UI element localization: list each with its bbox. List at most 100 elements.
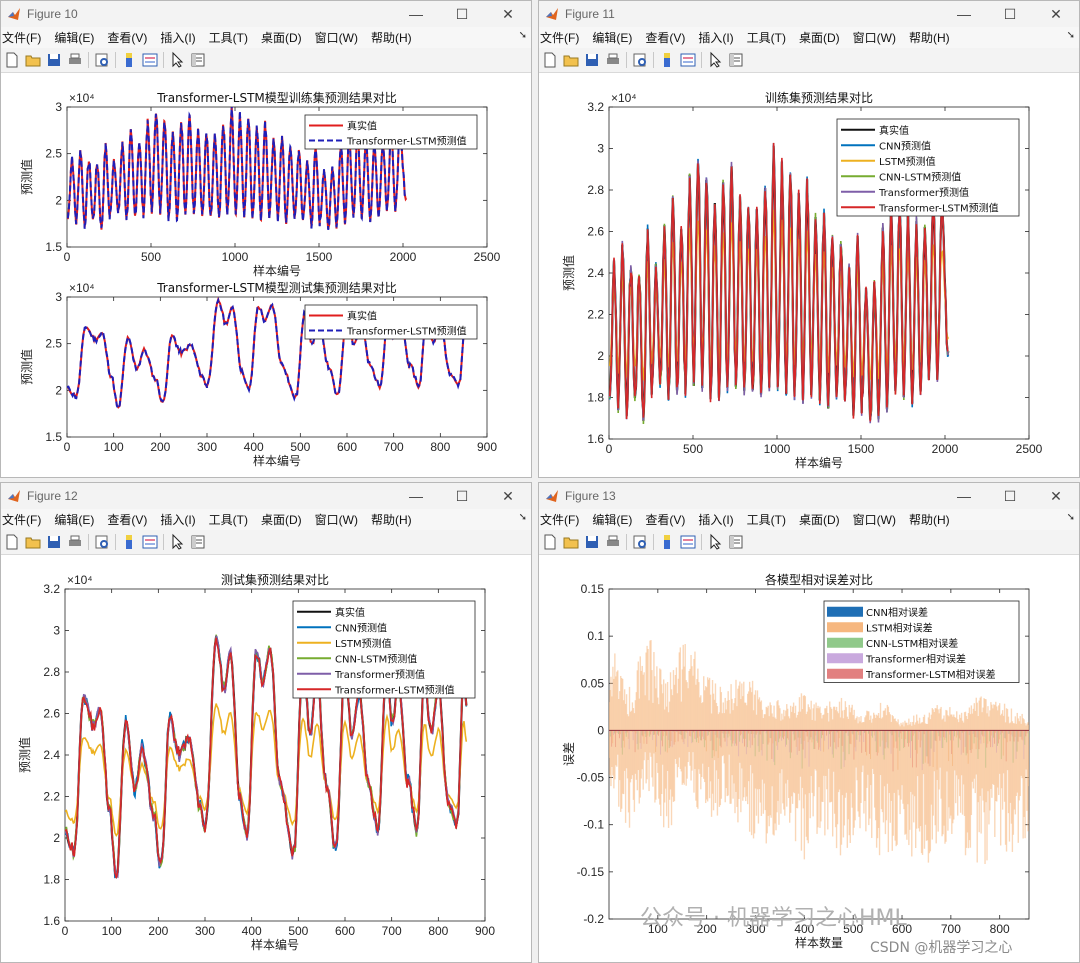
menu-edit[interactable]: 编辑(E) — [54, 31, 95, 45]
close-button[interactable]: ✕ — [502, 5, 514, 22]
save-icon[interactable] — [583, 533, 601, 551]
menu-insert[interactable]: 插入(I) — [698, 513, 734, 527]
maximize-button[interactable]: ☐ — [455, 487, 469, 504]
menu-desktop[interactable]: 桌面(D) — [260, 31, 302, 45]
print-icon[interactable] — [604, 51, 622, 69]
figure-window[interactable]: Figure 13 — ☐ ✕ 文件(F) 编辑(E) 查看(V) 插入(I) … — [538, 482, 1080, 963]
menu-view[interactable]: 查看(V) — [107, 513, 148, 527]
menu-edit[interactable]: 编辑(E) — [54, 513, 95, 527]
dock-arrow-icon[interactable]: ➘ — [518, 30, 527, 41]
colorbar-icon[interactable] — [120, 533, 138, 551]
print-icon[interactable] — [604, 533, 622, 551]
figure-plot-area: 0 500 1000 1500 2000 2500 1.6 1.8 2 2.2 2.4 2.6 2.8 3… — [539, 73, 1079, 477]
open-folder-icon[interactable] — [562, 533, 580, 551]
print-icon[interactable] — [66, 51, 84, 69]
legend-entry: CNN-LSTM相对误差 — [866, 637, 958, 650]
pointer-icon[interactable] — [706, 51, 724, 69]
property-inspector-icon[interactable] — [189, 51, 207, 69]
menu-help[interactable]: 帮助(H) — [908, 31, 950, 45]
open-folder-icon[interactable] — [24, 533, 42, 551]
print-icon[interactable] — [66, 533, 84, 551]
menu-window[interactable]: 窗口(W) — [314, 31, 358, 45]
menu-insert[interactable]: 插入(I) — [160, 513, 196, 527]
colorbar-icon[interactable] — [120, 51, 138, 69]
dock-arrow-icon[interactable]: ➘ — [518, 512, 527, 523]
menu-desktop[interactable]: 桌面(D) — [798, 31, 840, 45]
window-titlebar[interactable]: Figure 12 — ☐ ✕ — [1, 483, 531, 509]
print-preview-icon[interactable] — [93, 533, 111, 551]
legend-icon[interactable] — [141, 51, 159, 69]
menu-tools[interactable]: 工具(T) — [746, 513, 786, 527]
menu-view[interactable]: 查看(V) — [107, 31, 148, 45]
menu-tools[interactable]: 工具(T) — [746, 31, 786, 45]
pointer-icon[interactable] — [706, 533, 724, 551]
property-inspector-icon[interactable] — [727, 51, 745, 69]
window-titlebar[interactable]: Figure 13 — ☐ ✕ — [539, 483, 1079, 509]
legend-entry: Transformer-LSTM相对误差 — [865, 668, 996, 681]
chart-title: Transformer-LSTM模型训练集预测结果对比 — [156, 90, 397, 105]
menu-edit[interactable]: 编辑(E) — [592, 513, 633, 527]
menu-tools[interactable]: 工具(T) — [208, 31, 248, 45]
menu-edit[interactable]: 编辑(E) — [592, 31, 633, 45]
colorbar-icon[interactable] — [658, 51, 676, 69]
print-preview-icon[interactable] — [93, 51, 111, 69]
menu-insert[interactable]: 插入(I) — [160, 31, 196, 45]
print-preview-icon[interactable] — [631, 533, 649, 551]
save-icon[interactable] — [45, 51, 63, 69]
menu-tools[interactable]: 工具(T) — [208, 513, 248, 527]
menu-window[interactable]: 窗口(W) — [852, 31, 896, 45]
menu-insert[interactable]: 插入(I) — [698, 31, 734, 45]
menu-view[interactable]: 查看(V) — [645, 513, 686, 527]
menu-window[interactable]: 窗口(W) — [852, 513, 896, 527]
minimize-button[interactable]: — — [957, 6, 971, 22]
window-titlebar[interactable]: Figure 10 — ☐ ✕ — [1, 1, 531, 27]
legend-icon[interactable] — [679, 51, 697, 69]
minimize-button[interactable]: — — [409, 6, 423, 22]
menu-file[interactable]: 文件(F) — [2, 31, 42, 45]
dock-arrow-icon[interactable]: ➘ — [1066, 512, 1075, 523]
property-inspector-icon[interactable] — [727, 533, 745, 551]
close-button[interactable]: ✕ — [1050, 487, 1062, 504]
menu-file[interactable]: 文件(F) — [540, 31, 580, 45]
pointer-icon[interactable] — [168, 533, 186, 551]
open-folder-icon[interactable] — [562, 51, 580, 69]
legend-icon[interactable] — [141, 533, 159, 551]
colorbar-icon[interactable] — [658, 533, 676, 551]
save-icon[interactable] — [45, 533, 63, 551]
menu-help[interactable]: 帮助(H) — [370, 31, 412, 45]
menu-view[interactable]: 查看(V) — [645, 31, 686, 45]
menu-desktop[interactable]: 桌面(D) — [798, 513, 840, 527]
print-preview-icon[interactable] — [631, 51, 649, 69]
new-file-icon[interactable] — [3, 51, 21, 69]
window-titlebar[interactable]: Figure 11 — ☐ ✕ — [539, 1, 1079, 27]
minimize-button[interactable]: — — [409, 488, 423, 504]
menu-help[interactable]: 帮助(H) — [908, 513, 950, 527]
close-button[interactable]: ✕ — [502, 487, 514, 504]
new-file-icon[interactable] — [3, 533, 21, 551]
open-folder-icon[interactable] — [24, 51, 42, 69]
x-tick-label: 100 — [648, 922, 668, 936]
figure-window[interactable]: Figure 12 — ☐ ✕ 文件(F) 编辑(E) 查看(V) 插入(I) … — [0, 482, 532, 963]
y-tick-label: 2 — [597, 349, 604, 363]
menu-desktop[interactable]: 桌面(D) — [260, 513, 302, 527]
pointer-icon[interactable] — [168, 51, 186, 69]
new-file-icon[interactable] — [541, 533, 559, 551]
legend-icon[interactable] — [679, 533, 697, 551]
new-file-icon[interactable] — [541, 51, 559, 69]
menu-file[interactable]: 文件(F) — [540, 513, 580, 527]
save-icon[interactable] — [583, 51, 601, 69]
y-tick-label: -0.05 — [577, 771, 605, 785]
menu-window[interactable]: 窗口(W) — [314, 513, 358, 527]
figure-window[interactable]: Figure 11 — ☐ ✕ 文件(F) 编辑(E) 查看(V) 插入(I) … — [538, 0, 1080, 478]
maximize-button[interactable]: ☐ — [1003, 487, 1017, 504]
y-tick-label: 2.5 — [45, 147, 62, 161]
close-button[interactable]: ✕ — [1050, 5, 1062, 22]
menu-file[interactable]: 文件(F) — [2, 513, 42, 527]
property-inspector-icon[interactable] — [189, 533, 207, 551]
minimize-button[interactable]: — — [957, 488, 971, 504]
figure-window[interactable]: Figure 10 — ☐ ✕ 文件(F) 编辑(E) 查看(V) 插入(I) … — [0, 0, 532, 478]
maximize-button[interactable]: ☐ — [1003, 5, 1017, 22]
maximize-button[interactable]: ☐ — [455, 5, 469, 22]
dock-arrow-icon[interactable]: ➘ — [1066, 30, 1075, 41]
menu-help[interactable]: 帮助(H) — [370, 513, 412, 527]
